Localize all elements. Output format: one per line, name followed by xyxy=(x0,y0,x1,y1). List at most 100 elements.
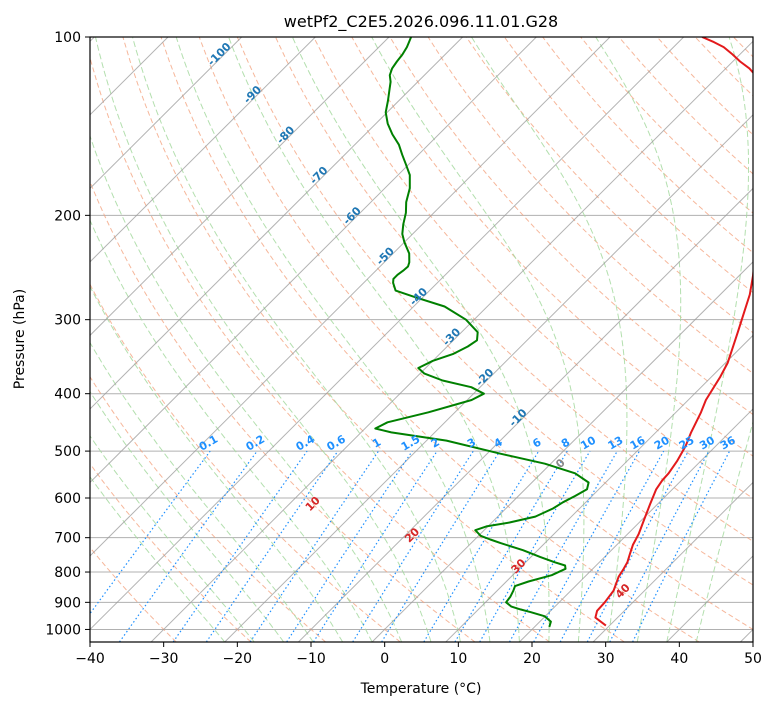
series-layer xyxy=(374,37,753,628)
y-tick-label: 1000 xyxy=(45,622,81,638)
y-axis: 100 200 300 400 500 600 700 800 900 1000 xyxy=(45,30,90,638)
isotherm-label: -60 xyxy=(341,204,364,227)
mixing-ratio-line xyxy=(352,450,474,642)
isotherm-line xyxy=(224,114,753,642)
mixing-ratio-label: 30 xyxy=(697,433,717,452)
moist-adiabat xyxy=(471,37,628,642)
plot-frame xyxy=(89,36,754,643)
isotherm-label: -80 xyxy=(274,123,297,146)
mixing-ratio-label: 10 xyxy=(578,433,598,452)
x-tick-label: −40 xyxy=(75,651,105,667)
dry-adiabat xyxy=(772,37,775,642)
temperature-profile xyxy=(594,37,753,627)
isotherm-line xyxy=(666,555,753,642)
mixing-ratio-label: 13 xyxy=(606,434,626,453)
moist-adiabat xyxy=(132,37,461,642)
x-tick-label: −20 xyxy=(223,651,253,667)
isotherm-label: -100 xyxy=(205,40,234,69)
isotherm-label: -30 xyxy=(440,325,463,348)
y-tick-label: 300 xyxy=(54,313,81,329)
x-tick-label: 50 xyxy=(744,651,762,667)
isotherm-line xyxy=(90,37,390,337)
dry-adiabat-label: 30 xyxy=(509,556,529,576)
moist-adiabat xyxy=(228,37,520,642)
y-tick-label: 900 xyxy=(54,595,81,611)
dry-adiabat xyxy=(90,375,326,642)
isotherm-line xyxy=(90,37,243,190)
y-tick-label: 500 xyxy=(54,444,81,460)
isotherm-line xyxy=(445,334,753,642)
dry-adiabat xyxy=(236,37,753,586)
mixing-ratio-label: 0.2 xyxy=(244,433,267,454)
mixing-ratio-label: 0.1 xyxy=(197,433,220,454)
dry-adiabat xyxy=(427,37,753,374)
isotherm-label: -50 xyxy=(374,244,397,267)
mixing-ratio-label: 36 xyxy=(718,433,738,452)
mixing-ratio-label: 1 xyxy=(370,436,383,451)
dry-adiabat xyxy=(90,283,401,642)
x-tick-label: 20 xyxy=(523,651,541,667)
mixing-ratio-label: 0.6 xyxy=(324,432,348,453)
mixing-ratio-line xyxy=(119,450,258,642)
chart-title: wetPf2_C2E5.2026.096.11.01.G28 xyxy=(284,12,558,32)
dry-adiabat xyxy=(90,180,476,642)
isotherm-label: -90 xyxy=(241,83,264,106)
dry-adiabat xyxy=(389,37,753,416)
mixing-ratio-line xyxy=(632,450,731,642)
mixing-ratio-label: 16 xyxy=(628,433,648,452)
moist-adiabat xyxy=(90,341,314,642)
moist-adiabat xyxy=(90,134,403,642)
dry-adiabat xyxy=(122,37,625,642)
y-axis-label: Pressure (hPa) xyxy=(12,289,28,389)
mixing-ratio-label: 6 xyxy=(530,435,543,450)
isotherm-line xyxy=(90,37,611,557)
mixing-ratio-line xyxy=(249,450,379,642)
y-tick-label: 800 xyxy=(54,565,81,581)
mixing-ratio-line xyxy=(533,450,640,642)
y-tick-label: 100 xyxy=(54,30,81,46)
isotherm-line xyxy=(90,37,464,410)
x-tick-label: 40 xyxy=(670,651,688,667)
isotherm-line xyxy=(150,40,753,642)
y-tick-label: 400 xyxy=(54,387,81,403)
mixing-ratio-line xyxy=(286,450,413,642)
dry-adiabat-label: 0 xyxy=(553,456,568,471)
x-axis-label: Temperature (°C) xyxy=(360,681,482,697)
moist-adiabat xyxy=(90,285,344,642)
mixing-ratio-line xyxy=(90,450,211,615)
mixing-ratio-line xyxy=(312,450,438,642)
moist-adiabat xyxy=(90,435,255,642)
isotherm-line xyxy=(298,187,753,642)
dry-adiabat xyxy=(90,462,252,642)
isotherm-label: -70 xyxy=(307,164,330,187)
x-axis: −40 −30 −20 −10 0 10 20 30 40 50 xyxy=(75,642,762,667)
moist-adiabat xyxy=(666,37,749,642)
moist-adiabat xyxy=(595,37,682,642)
isotherm-label: -40 xyxy=(407,285,430,308)
moist-adiabat xyxy=(95,37,432,642)
mixing-ratio-label: 25 xyxy=(677,434,697,453)
mixing-ratio-line xyxy=(559,450,665,642)
moist-adiabat xyxy=(90,390,285,642)
x-tick-label: 30 xyxy=(597,651,615,667)
moist-adiabat xyxy=(90,218,373,642)
mixing-ratio-line xyxy=(508,450,618,642)
isotherm-label: -10 xyxy=(506,406,529,429)
moist-adiabat xyxy=(175,37,491,642)
dry-adiabat xyxy=(160,37,700,642)
x-tick-label: 0 xyxy=(380,651,389,667)
moist-adiabat xyxy=(90,476,226,642)
isotherm-line xyxy=(519,408,753,642)
y-tick-label: 600 xyxy=(54,491,81,507)
dry-adiabat xyxy=(198,37,753,630)
dry-adiabat xyxy=(90,55,550,642)
dry-adiabat xyxy=(90,546,177,642)
isotherm-label: -20 xyxy=(473,366,496,389)
x-tick-label: −10 xyxy=(296,651,326,667)
isotherm-line xyxy=(371,261,753,642)
y-tick-label: 700 xyxy=(54,531,81,547)
y-tick-label: 200 xyxy=(54,208,81,224)
dry-adiabat xyxy=(503,37,753,294)
isotherm-line xyxy=(592,481,753,642)
moist-adiabat xyxy=(371,37,585,642)
